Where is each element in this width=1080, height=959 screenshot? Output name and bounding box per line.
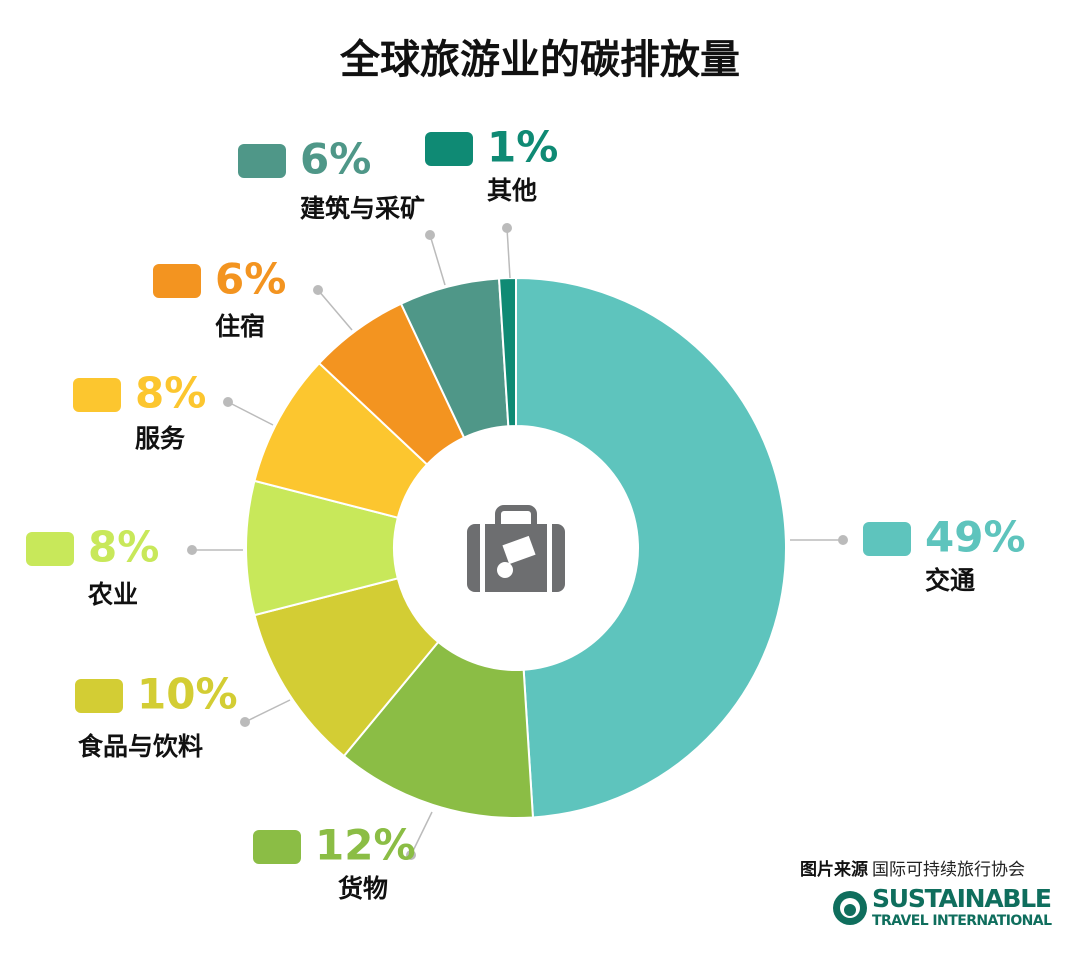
- category-label: 其他: [487, 176, 537, 205]
- category-icon: [238, 144, 286, 178]
- chart-title: 全球旅游业的碳排放量: [339, 37, 740, 83]
- leader-dot: [223, 397, 233, 407]
- category-icon: [253, 830, 301, 864]
- percent-label: 10%: [137, 670, 238, 719]
- donut-segment: [497, 276, 517, 428]
- category-icon: [425, 132, 473, 166]
- category-icon: [73, 378, 121, 412]
- percent-label: 8%: [135, 369, 206, 418]
- leader-dot: [502, 223, 512, 233]
- category-label: 货物: [338, 874, 388, 903]
- percent-label: 49%: [925, 513, 1026, 562]
- category-icon: [863, 522, 911, 556]
- leader-line: [506, 227, 511, 279]
- category-icon: [26, 532, 74, 566]
- category-label: 交通: [925, 566, 975, 595]
- category-label: 住宿: [215, 312, 265, 341]
- category-label: 建筑与采矿: [300, 194, 425, 223]
- leader-line: [317, 289, 353, 331]
- source-text: 国际可持续旅行协会: [872, 860, 1025, 880]
- category-icon: [75, 679, 123, 713]
- leader-dot: [187, 545, 197, 555]
- donut: [245, 276, 787, 819]
- leader-line: [410, 811, 433, 856]
- category-label: 服务: [135, 424, 185, 453]
- category-icon: [153, 264, 201, 298]
- logo-mark: [833, 891, 867, 925]
- leader-dot: [240, 717, 250, 727]
- leader-dot: [313, 285, 323, 295]
- percent-label: 8%: [88, 523, 159, 572]
- category-label: 食品与饮料: [78, 732, 203, 761]
- leader-line: [244, 699, 291, 723]
- percent-label: 1%: [487, 123, 558, 172]
- leader-dot: [406, 850, 416, 860]
- leader-line: [429, 234, 446, 286]
- leader-dot: [425, 230, 435, 240]
- center-icon: [467, 505, 565, 592]
- leader-line: [227, 401, 274, 426]
- logo-line: TRAVEL INTERNATIONAL: [872, 913, 1052, 929]
- logo-line: SUSTAINABLE: [872, 884, 1052, 913]
- percent-label: 6%: [300, 135, 371, 184]
- percent-label: 12%: [315, 821, 416, 870]
- category-label: 农业: [87, 580, 138, 609]
- donut-segment: [342, 640, 535, 819]
- donut-segment: [515, 276, 787, 819]
- source-label: 图片来源: [800, 859, 868, 880]
- leader-dot: [838, 535, 848, 545]
- percent-label: 6%: [215, 255, 286, 304]
